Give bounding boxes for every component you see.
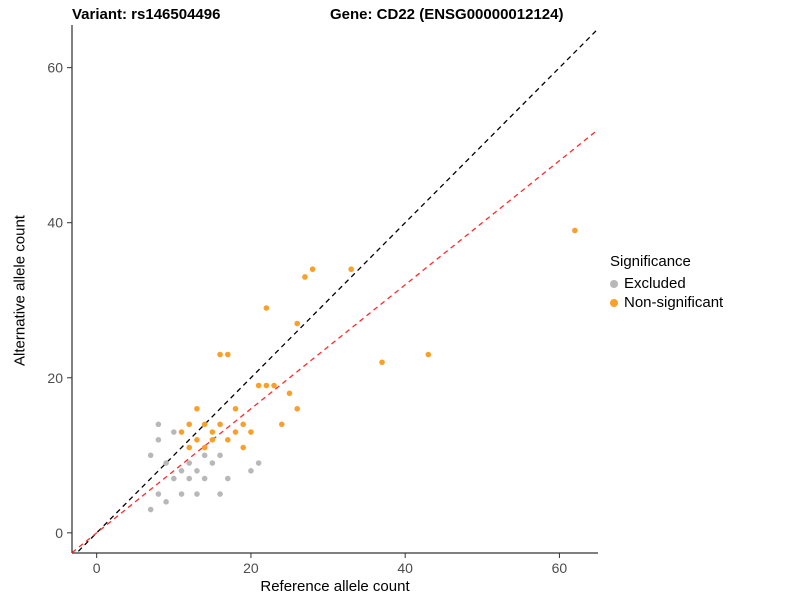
data-point-non-significant: [201, 444, 208, 451]
data-point-non-significant: [309, 266, 316, 273]
data-point-excluded: [178, 468, 185, 474]
y-tick-label: 20: [47, 370, 63, 386]
data-point-excluded: [217, 491, 223, 497]
x-tick-label: 20: [243, 560, 259, 576]
data-point-excluded: [155, 437, 162, 443]
data-point-non-significant: [278, 421, 285, 428]
data-point-excluded: [224, 475, 231, 482]
data-point-non-significant: [224, 437, 231, 443]
legend-title: Significance: [610, 253, 691, 270]
data-point-excluded: [155, 421, 162, 428]
x-tick-label: 0: [93, 560, 101, 576]
data-point-excluded: [186, 460, 193, 466]
x-tick-label: 60: [552, 560, 568, 576]
data-point-non-significant: [572, 227, 578, 234]
data-point-non-significant: [178, 429, 185, 435]
data-point-non-significant: [255, 382, 262, 389]
data-point-excluded: [171, 475, 177, 482]
data-point-excluded: [255, 460, 262, 466]
data-point-non-significant: [186, 421, 193, 428]
data-point-non-significant: [240, 444, 247, 451]
data-point-non-significant: [263, 305, 270, 311]
data-point-excluded: [248, 468, 254, 474]
data-point-non-significant: [248, 429, 254, 435]
y-tick-label: 0: [55, 525, 63, 541]
variant-title: Variant: rs146504496: [72, 6, 221, 23]
legend-item-excluded: Excluded: [610, 274, 723, 293]
data-point-non-significant: [294, 405, 301, 412]
data-point-non-significant: [217, 351, 223, 358]
data-point-non-significant: [240, 421, 247, 428]
legend-item-label: Excluded: [624, 275, 686, 292]
excluded-point-icon: [610, 279, 618, 288]
data-point-non-significant: [217, 421, 223, 428]
data-point-non-significant: [286, 390, 293, 397]
data-point-excluded: [178, 491, 185, 497]
data-point-non-significant: [194, 437, 200, 443]
data-point-non-significant: [263, 382, 270, 389]
data-point-excluded: [201, 452, 208, 459]
x-axis-label: Reference allele count: [260, 578, 410, 595]
data-point-excluded: [163, 499, 169, 505]
data-point-excluded: [194, 468, 200, 474]
gene-title: Gene: CD22 (ENSG00000012124): [330, 6, 564, 23]
data-point-excluded: [163, 460, 169, 466]
data-point-non-significant: [425, 351, 432, 358]
data-point-non-significant: [348, 266, 354, 273]
data-point-non-significant: [294, 320, 301, 327]
data-point-non-significant: [302, 274, 308, 280]
fit-line: [72, 129, 598, 553]
data-points: [147, 227, 578, 513]
legend-item-non-significant: Non-significant: [610, 293, 723, 312]
data-point-non-significant: [224, 351, 231, 358]
data-point-excluded: [209, 460, 216, 466]
data-point-non-significant: [232, 405, 239, 412]
data-point-non-significant: [232, 429, 239, 435]
non-significant-point-icon: [610, 298, 618, 307]
data-point-excluded: [147, 506, 154, 513]
data-point-non-significant: [209, 437, 216, 443]
legend: Significance Excluded Non-significant: [610, 253, 723, 312]
data-point-non-significant: [194, 405, 200, 412]
data-point-excluded: [217, 452, 223, 459]
data-point-non-significant: [271, 382, 277, 389]
data-point-excluded: [186, 475, 193, 482]
y-tick-label: 60: [47, 60, 63, 76]
data-point-excluded: [147, 452, 154, 459]
data-point-excluded: [194, 491, 200, 497]
data-point-excluded: [201, 475, 208, 482]
x-tick-label: 40: [397, 560, 413, 576]
y-tick-label: 40: [47, 215, 63, 231]
data-point-non-significant: [379, 359, 385, 366]
data-point-excluded: [171, 429, 177, 435]
data-point-non-significant: [186, 444, 193, 451]
data-point-excluded: [155, 491, 162, 497]
data-point-non-significant: [209, 429, 216, 435]
data-point-non-significant: [201, 421, 208, 428]
identity-line: [75, 28, 598, 553]
legend-item-label: Non-significant: [624, 294, 724, 311]
reference-lines: [72, 28, 598, 553]
